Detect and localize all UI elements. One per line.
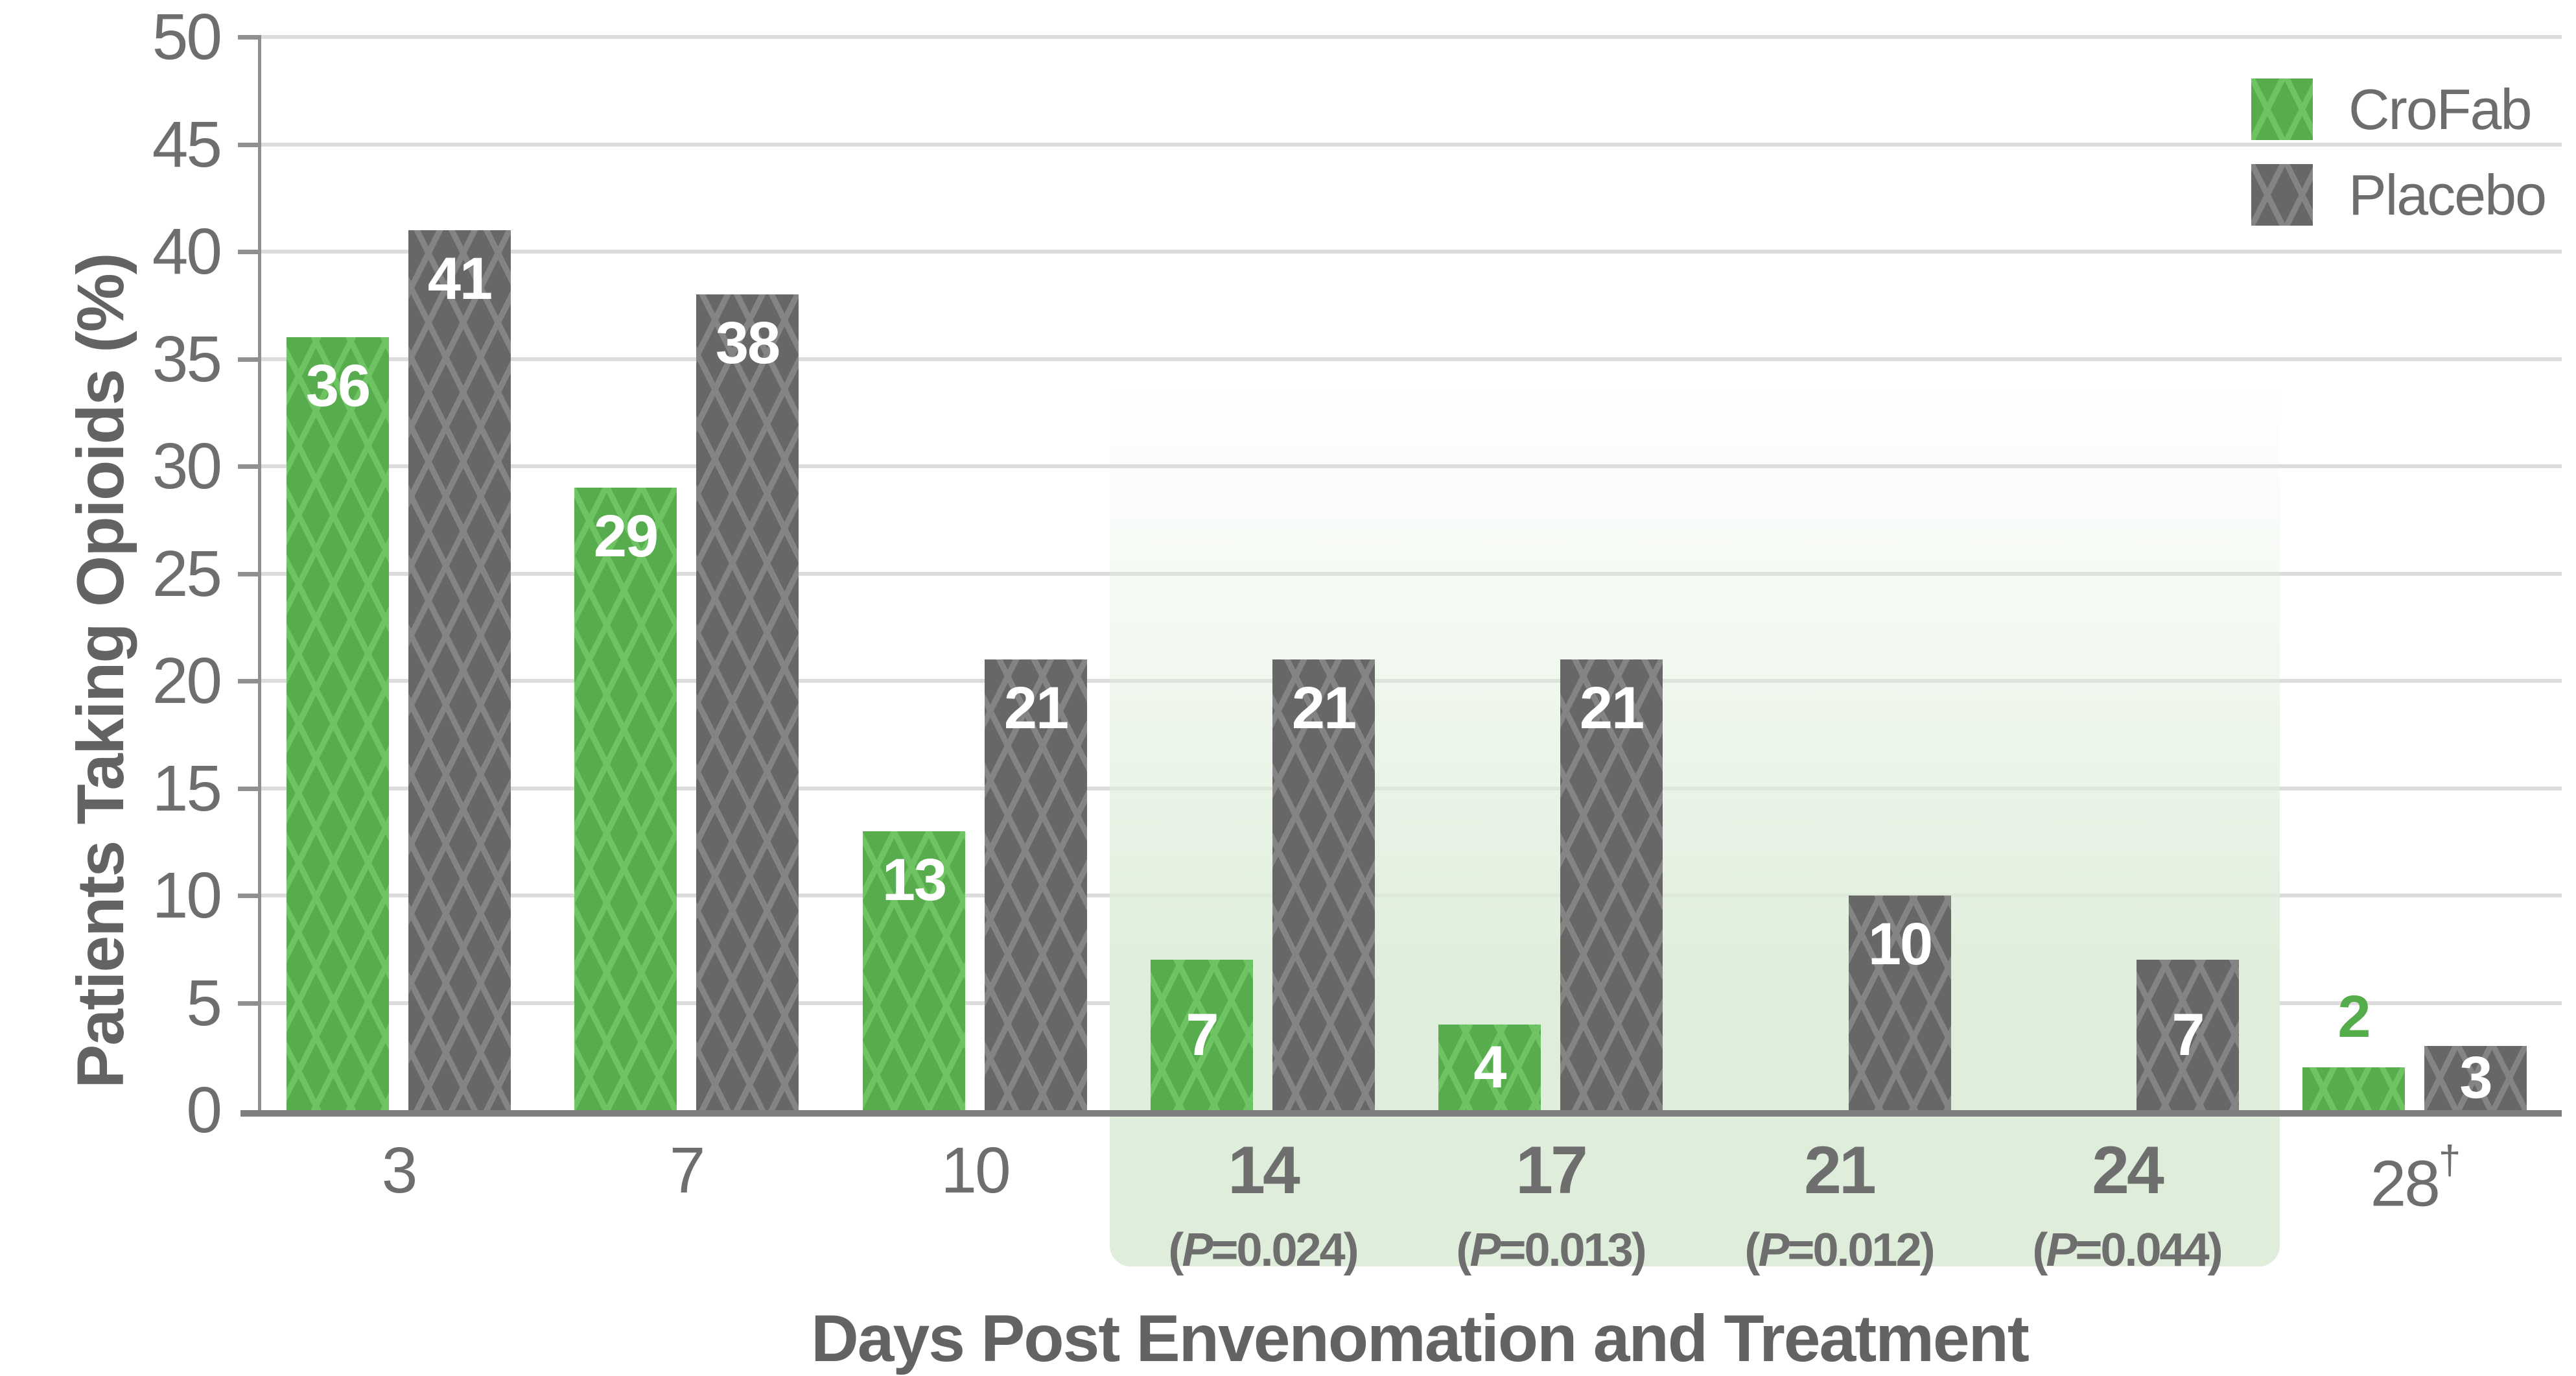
bar-value-label-placebo-10: 21	[1003, 675, 1069, 741]
bar-crofab-day-3	[287, 337, 389, 1110]
bar-value-label-crofab-7: 29	[593, 503, 659, 569]
placebo-pattern-swatch-icon	[2251, 164, 2313, 226]
gridline-45	[261, 143, 2562, 147]
bar-value-label-placebo-3: 41	[427, 246, 493, 312]
y-tick-label-25: 25	[152, 538, 222, 610]
bar-value-label-placebo-21: 10	[1868, 911, 1933, 977]
y-axis-line	[258, 36, 261, 1110]
y-tick-label-35: 35	[152, 323, 222, 396]
gridline-35	[261, 357, 2562, 361]
x-tick-label-24: 24	[2092, 1133, 2164, 1208]
bar-placebo-day-24	[2137, 960, 2239, 1110]
bar-value-label-placebo-17: 21	[1579, 675, 1645, 741]
bar-value-label-crofab-3: 36	[305, 353, 371, 419]
legend-item-placebo: Placebo	[2251, 163, 2547, 227]
y-tick-label-45: 45	[152, 108, 222, 181]
dagger-footnote-marker: †	[2438, 1137, 2461, 1183]
x-tick-label-7: 7	[669, 1134, 706, 1207]
bar-value-label-placebo-14: 21	[1291, 675, 1357, 741]
gridline-50	[261, 35, 2562, 39]
gridline-40	[261, 250, 2562, 254]
bar-value-label-placebo-24: 7	[2172, 1002, 2205, 1068]
x-tick-label-28†: 28†	[2370, 1137, 2461, 1220]
y-tick-label-0: 0	[186, 1074, 222, 1146]
y-tick-label-50: 50	[152, 1, 222, 73]
x-axis-baseline	[240, 1110, 2562, 1117]
y-tick-label-15: 15	[152, 752, 222, 825]
bar-placebo-day-14	[1272, 659, 1375, 1110]
y-tick-label-30: 30	[152, 430, 222, 503]
bar-placebo-day-3	[408, 230, 511, 1110]
bar-value-label-crofab-14: 7	[1186, 1002, 1219, 1068]
y-axis-tick-20	[238, 679, 261, 683]
y-axis-tick-15	[238, 787, 261, 791]
bar-placebo-day-28†	[2424, 1046, 2527, 1110]
bar-placebo-day-7	[696, 294, 799, 1110]
x-tick-label-21: 21	[1804, 1133, 1877, 1208]
bar-placebo-day-10	[985, 659, 1087, 1110]
x-tick-label-14: 14	[1228, 1133, 1300, 1208]
bar-crofab-day-28†	[2302, 1067, 2405, 1110]
y-tick-label-5: 5	[186, 967, 222, 1039]
bar-value-label-placebo-28†: 3	[2459, 1045, 2492, 1111]
p-value-label-21: (P=0.012)	[1744, 1224, 1935, 1276]
y-axis-tick-5	[238, 1001, 261, 1006]
p-value-label-14: (P=0.024)	[1168, 1224, 1359, 1276]
crofab-pattern-swatch-icon	[2251, 78, 2313, 140]
legend-label-placebo: Placebo	[2348, 163, 2547, 227]
bar-value-label-crofab-17: 4	[1473, 1034, 1506, 1100]
bar-placebo-day-21	[1849, 896, 1951, 1110]
y-axis-tick-25	[238, 572, 261, 576]
legend-item-crofab: CroFab	[2251, 78, 2546, 140]
bar-crofab-day-17	[1438, 1025, 1541, 1110]
legend-label-crofab: CroFab	[2348, 77, 2532, 141]
bar-value-label-crofab-10: 13	[882, 847, 947, 913]
x-tick-label-17: 17	[1516, 1133, 1588, 1208]
bar-crofab-day-10	[863, 831, 965, 1110]
x-axis-title: Days Post Envenomation and Treatment	[811, 1301, 2030, 1375]
bar-crofab-day-14	[1151, 960, 1253, 1110]
y-axis-tick-40	[238, 250, 261, 254]
y-axis-tick-50	[238, 35, 261, 40]
p-value-label-24: (P=0.044)	[2032, 1224, 2223, 1276]
bar-placebo-day-17	[1560, 659, 1663, 1110]
bar-value-label-crofab-28†: 2	[2337, 984, 2371, 1050]
y-axis-tick-10	[238, 894, 261, 898]
bar-crofab-day-7	[574, 488, 677, 1110]
p-value-label-17: (P=0.013)	[1456, 1224, 1646, 1276]
y-axis-tick-30	[238, 464, 261, 469]
y-axis-tick-35	[238, 357, 261, 362]
x-tick-label-3: 3	[381, 1134, 418, 1207]
y-tick-label-20: 20	[152, 645, 222, 717]
y-axis-tick-45	[238, 143, 261, 147]
bar-value-label-placebo-7: 38	[715, 310, 780, 376]
y-tick-label-10: 10	[152, 859, 222, 932]
legend: CroFab Placebo	[2251, 78, 2547, 250]
y-tick-label-40: 40	[152, 215, 222, 288]
x-tick-label-10: 10	[941, 1134, 1011, 1207]
y-axis-title: Patients Taking Opioids (%)	[64, 254, 137, 1089]
